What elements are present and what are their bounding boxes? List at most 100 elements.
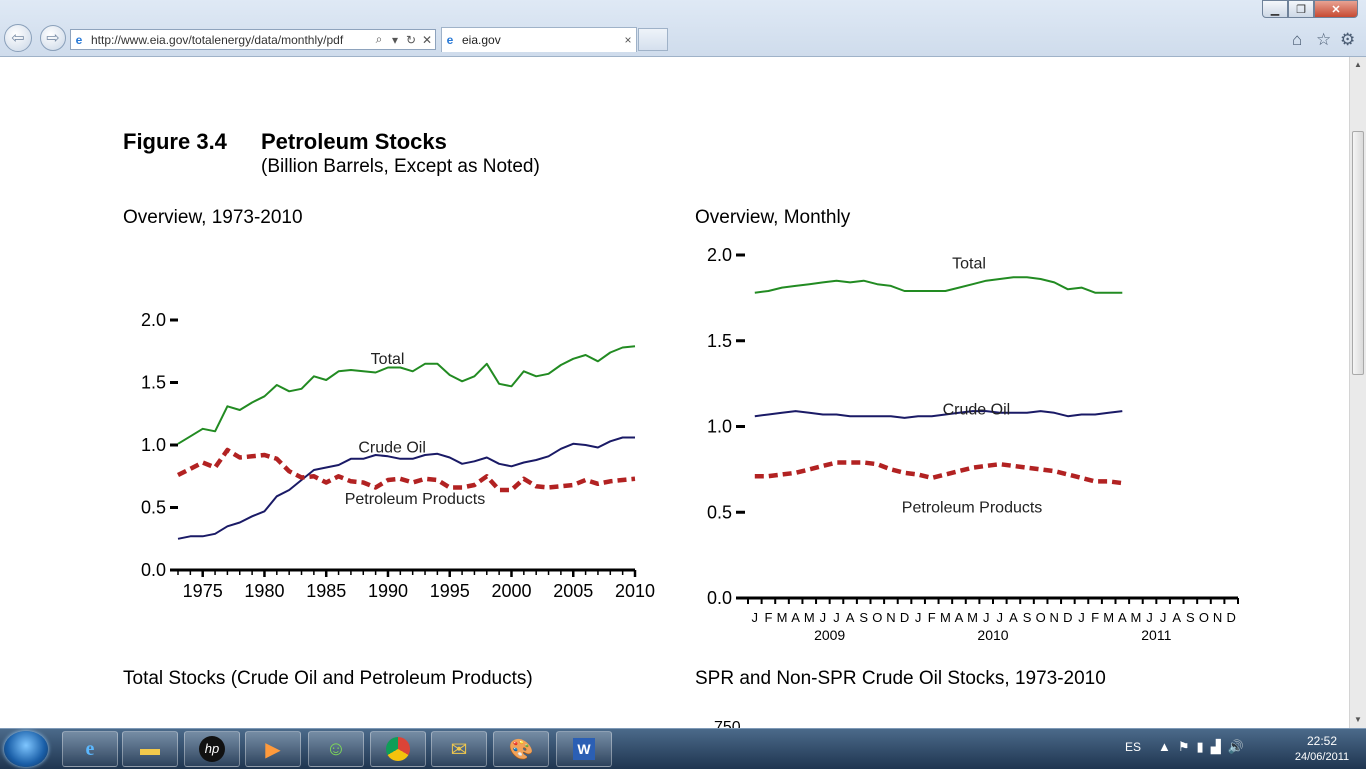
ie-tab-icon: e [446,33,454,47]
power-icon[interactable]: ▮ [1196,739,1211,754]
series-annotation: Total [371,351,405,368]
y-tick-label: 0.5 [141,498,166,518]
figure-name: Petroleum Stocks [261,129,447,154]
taskbar-paint-icon[interactable]: 🎨 [493,731,549,767]
spr-stocks-title: SPR and Non-SPR Crude Oil Stocks, 1973-2… [695,668,1106,689]
taskbar-folder-icon[interactable]: ▬ [122,731,178,767]
month-label: J [1146,610,1153,625]
month-label: F [1091,610,1099,625]
series-line-crude-oil [754,410,1123,419]
month-label: M [1130,610,1141,625]
show-hidden-icon[interactable]: ▲ [1158,739,1178,754]
forward-button[interactable]: ⇨ [40,25,66,51]
favorites-star-icon[interactable]: ☆ [1316,30,1332,49]
x-tick-label: 1985 [306,581,346,601]
x-tick-label: 1980 [244,581,284,601]
language-indicator[interactable]: ES [1125,740,1142,754]
series-annotation: Total [952,256,986,273]
tray-icons[interactable]: ▲⚑▮▟🔊 [1158,739,1251,755]
month-label: S [859,610,868,625]
forward-arrow-icon: ⇨ [46,30,60,47]
address-bar[interactable]: e http://www.eia.gov/totalenergy/data/mo… [70,29,436,50]
month-label: D [900,610,909,625]
month-label: S [1023,610,1032,625]
new-tab-button[interactable] [638,28,668,51]
monthly-overview-chart: J F M A M J J A S O N D J F M A M J J A S O N D J F M A M J J A S O N D2009… [707,245,1239,643]
taskbar-word-icon[interactable]: W [556,731,612,767]
year-label: 2009 [814,627,845,643]
month-label: D [1063,610,1072,625]
month-label: A [1009,610,1018,625]
search-icon[interactable]: ⌕ [375,32,383,46]
taskbar: e ▬ hp ▶ ☺ ✉ 🎨 W ES ▲⚑▮▟🔊 22:52 24/06/20… [0,728,1366,769]
partial-tick-label: 750 [714,719,741,728]
month-label: M [777,610,788,625]
taskbar-media-icon[interactable]: ▶ [245,731,301,767]
browser-chrome: ▁ ❐ ✕ ⇦ ⇨ e http://www.eia.gov/totalener… [0,0,1366,57]
month-label: J [1078,610,1085,625]
volume-icon[interactable]: 🔊 [1227,739,1251,754]
url-text[interactable]: http://www.eia.gov/totalenergy/data/mont… [91,32,344,47]
back-arrow-icon: ⇦ [11,30,25,47]
month-label: J [820,610,827,625]
clock-date[interactable]: 24/06/2011 [1294,751,1350,763]
taskbar-messenger-icon[interactable]: ☺ [308,731,364,767]
clock-time[interactable]: 22:52 [1306,734,1338,748]
y-tick-label: 0.0 [141,560,166,580]
month-label: J [1160,610,1167,625]
year-label: 2010 [977,627,1008,643]
taskbar-outlook-icon[interactable]: ✉ [431,731,487,767]
action-center-flag-icon[interactable]: ⚑ [1177,739,1197,754]
x-tick-label: 1990 [368,581,408,601]
y-tick-label: 1.0 [141,435,166,455]
dropdown-icon[interactable]: ▾ [391,32,399,47]
tab-close-icon[interactable]: × [624,33,632,47]
y-tick-label: 1.5 [141,373,166,393]
month-label: M [967,610,978,625]
month-label: J [915,610,922,625]
scroll-up-icon[interactable]: ▲ [1354,60,1362,69]
taskbar-ie-icon[interactable]: e [62,731,118,767]
month-label: M [940,610,951,625]
scroll-thumb[interactable] [1352,131,1364,375]
y-tick-label: 2.0 [141,310,166,330]
month-label: A [1118,610,1127,625]
minimize-button[interactable]: ▁ [1262,0,1288,18]
taskbar-chrome-icon[interactable] [370,731,426,767]
vertical-scrollbar[interactable]: ▲ ▼ [1349,57,1366,728]
ie-page-icon: e [75,32,83,47]
series-annotation: Petroleum Products [902,499,1043,516]
network-signal-icon[interactable]: ▟ [1210,739,1228,754]
refresh-icon[interactable]: ↻ [405,32,417,47]
annual-overview-chart: 1975 1980 1985 1990 1995 2000 2005 2010 0.0 0.5 1.… [141,310,655,601]
series-annotation: Crude Oil [358,440,426,457]
title-bar [0,0,1366,20]
month-label: J [997,610,1004,625]
month-label: A [955,610,964,625]
series-line-crude-oil [177,436,635,540]
figure-number: Figure 3.4 [123,129,227,154]
scroll-down-icon[interactable]: ▼ [1354,715,1362,724]
maximize-button[interactable]: ❐ [1288,0,1314,18]
tools-gear-icon[interactable]: ⚙ [1340,30,1356,49]
total-stocks-title: Total Stocks (Crude Oil and Petroleum Pr… [123,668,533,689]
close-window-button[interactable]: ✕ [1314,0,1358,18]
stop-icon[interactable]: ✕ [421,32,433,47]
page-content: Figure 3.4 Petroleum Stocks (Billion Bar… [0,57,1349,728]
y-tick-label: 2.0 [707,245,732,265]
tab-eia[interactable]: e eia.gov × [441,27,637,52]
series-line-total [177,345,636,445]
month-label: J [752,610,759,625]
x-tick-label: 2005 [553,581,593,601]
month-label: J [833,610,840,625]
month-label: F [928,610,936,625]
system-tray: ES ▲⚑▮▟🔊 22:52 24/06/2011 [1120,729,1366,769]
taskbar-hp-icon[interactable]: hp [184,731,240,767]
home-icon[interactable]: ⌂ [1292,30,1303,49]
start-button[interactable] [4,731,48,767]
month-label: M [804,610,815,625]
month-label: A [791,610,800,625]
month-label: S [1186,610,1195,625]
x-tick-label: 2010 [615,581,655,601]
back-button[interactable]: ⇦ [4,24,32,52]
